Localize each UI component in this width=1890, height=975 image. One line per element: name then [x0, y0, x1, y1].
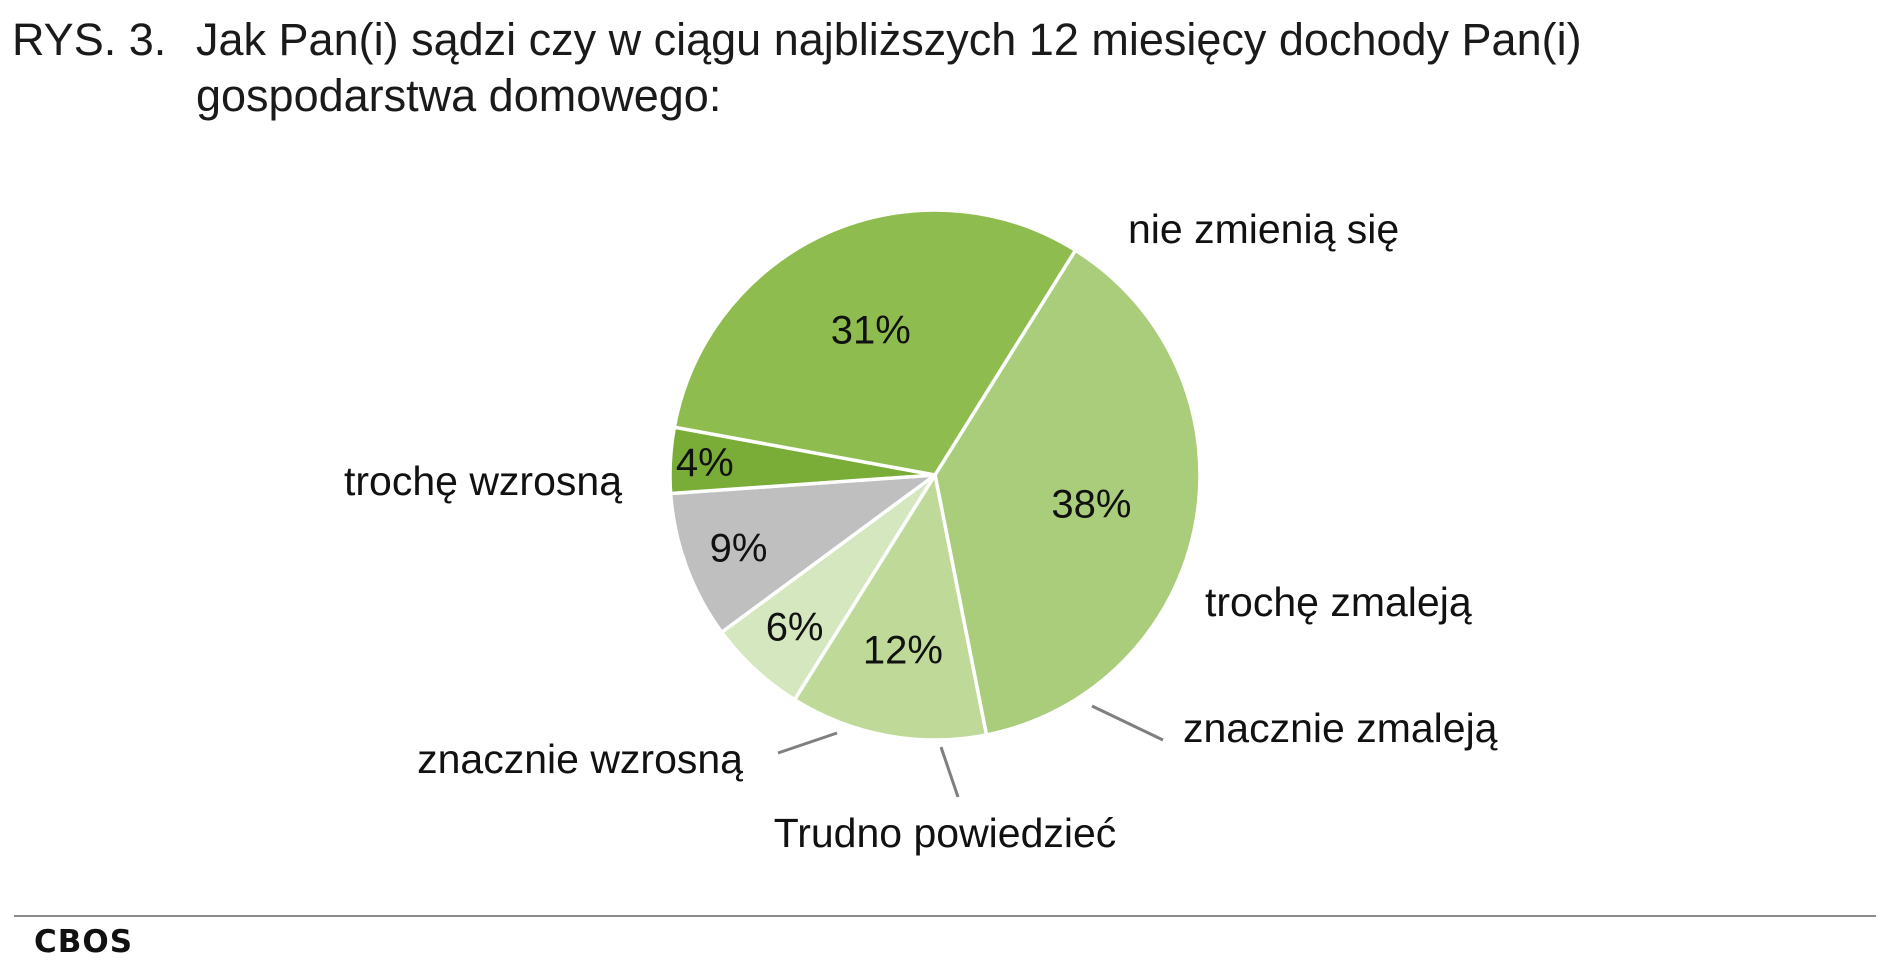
value-label-trudno-powiedziec: 9% — [710, 526, 768, 570]
value-label-znacznie-zmaleja: 6% — [766, 606, 824, 650]
figure-number: RYS. 3. — [12, 14, 167, 65]
category-label-troche-wzrosna: trochę wzrosną — [344, 458, 622, 504]
value-label-troche-wzrosna: 31% — [831, 309, 911, 353]
category-label-nie-zmienia-sie: nie zmienią się — [1128, 206, 1399, 252]
pie-slice-troche-wzrosna — [672, 208, 1078, 477]
leader-line-znacznie-wzrosna — [777, 731, 838, 755]
leader-line-znacznie-zmaleja — [1091, 704, 1164, 742]
leader-lines — [777, 704, 1164, 798]
figure-title: Jak Pan(i) sądzi czy w ciągu najbliższyc… — [196, 14, 1582, 121]
pie-slice-troche-zmaleja — [792, 473, 989, 742]
source-label: CBOS — [34, 924, 134, 960]
figure-title-row: RYS. 3. Jak Pan(i) sądzi czy w ciągu naj… — [12, 12, 1836, 124]
category-label-trudno-powiedziec: Trudno powiedzieć — [774, 810, 1117, 856]
leader-line-trudno-powiedziec — [939, 746, 960, 798]
pie-chart: 38% 12% 6% 9% 4% 31% nie zmienią się trochę zm… — [344, 206, 1498, 856]
footer-divider — [14, 915, 1876, 917]
value-label-nie-zmienia-sie: 38% — [1051, 483, 1131, 527]
value-label-znacznie-wzrosna: 4% — [676, 441, 734, 485]
pie-slices — [668, 208, 1202, 742]
category-label-znacznie-zmaleja: znacznie zmaleją — [1183, 705, 1498, 751]
category-labels: nie zmienią się trochę zmaleją znacznie zm… — [344, 206, 1498, 856]
category-label-znacznie-wzrosna: znacznie wzrosną — [417, 736, 743, 782]
value-labels: 38% 12% 6% 9% 4% 31% — [676, 309, 1132, 673]
value-label-troche-zmaleja: 12% — [863, 629, 943, 673]
category-label-troche-zmaleja: trochę zmaleją — [1205, 579, 1472, 625]
pie-slice-trudno-powiedziec — [668, 473, 937, 635]
